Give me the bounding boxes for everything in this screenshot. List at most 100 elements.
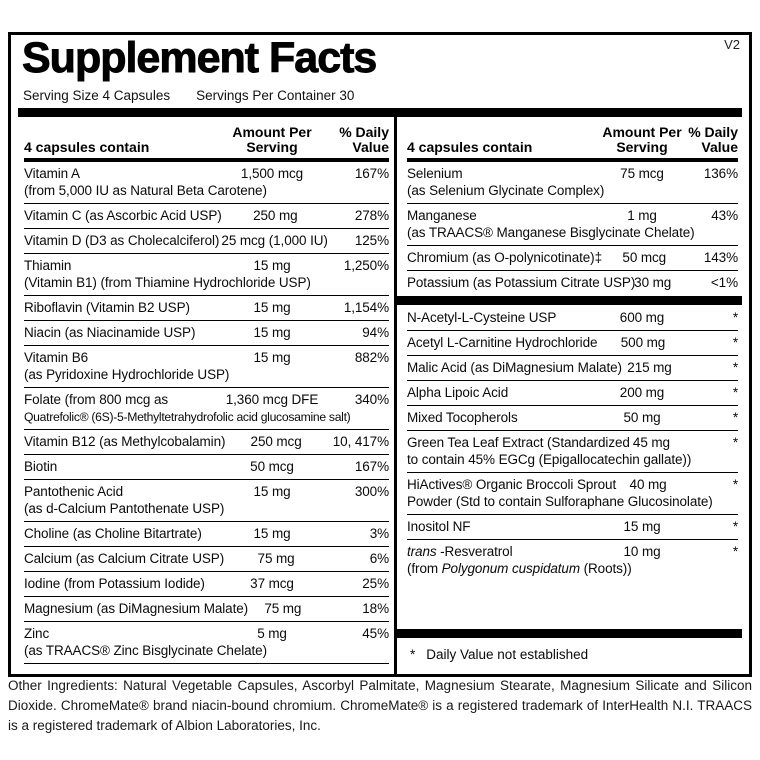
thick-divider-bar [397, 628, 742, 638]
nutrient-row: Pantothenic Acid 15 mg 300% (as d-Calciu… [24, 480, 389, 522]
nutrient-name: trans -Resveratrol [407, 544, 513, 560]
nutrient-daily-value: * [732, 385, 738, 401]
nutrient-amount: 40 mg [629, 477, 667, 493]
nutrient-amount: 600 mg [619, 310, 665, 326]
nutrient-subtext: (from 5,000 IU as Natural Beta Carotene) [24, 183, 267, 199]
nutrient-row: Malic Acid (as DiMagnesium Malate) 215 m… [407, 356, 738, 381]
nutrient-row: trans -Resveratrol 10 mg * (from Polygon… [407, 540, 738, 581]
nutrient-amount: 15 mg [253, 300, 291, 316]
nutrient-name: Niacin (as Niacinamide USP) [24, 325, 196, 341]
nutrient-daily-value: 340% [354, 392, 389, 408]
nutrient-name: Calcium (as Calcium Citrate USP) [24, 551, 225, 567]
nutrient-daily-value: * [732, 477, 738, 493]
header-contain: 4 capsules contain [407, 138, 533, 155]
nutrient-amount: 15 mg [253, 325, 291, 341]
nutrient-daily-value: 143% [703, 250, 738, 266]
right-dv-nutrient-rows: Selenium 75 mcg 136% (as Selenium Glycin… [407, 162, 738, 295]
nutrient-row: Chromium (as O-polynicotinate)‡ 50 mcg 1… [407, 246, 738, 271]
left-nutrient-rows: Vitamin A 1,500 mcg 167% (from 5,000 IU … [24, 162, 389, 664]
nutrient-row: Inositol NF 15 mg * [407, 515, 738, 540]
nutrient-name: Acetyl L-Carnitine Hydrochloride [407, 335, 598, 351]
supplement-facts-panel: V2 Supplement Facts Serving Size 4 Capsu… [8, 32, 752, 677]
nutrient-columns: 4 capsules contain Amount Per Serving % … [18, 116, 742, 674]
nutrient-row: Vitamin D (D3 as Cholecalciferol) 25 mcg… [24, 229, 389, 254]
nutrient-daily-value: 10, 417% [332, 434, 389, 450]
nutrient-daily-value: 6% [369, 551, 389, 567]
nutrient-amount: 50 mcg [622, 250, 667, 266]
nutrient-name: Malic Acid (as DiMagnesium Malate) [407, 360, 622, 376]
thick-divider-bar [18, 107, 742, 117]
version-tag: V2 [724, 37, 740, 52]
nutrient-daily-value: * [732, 335, 738, 351]
nutrient-name: Iodine (from Potassium Iodide) [24, 576, 205, 592]
header-percent-daily-value: % Daily Value [339, 123, 389, 155]
nutrient-name: Vitamin A [24, 166, 80, 182]
nutrient-amount: 15 mg [253, 484, 291, 500]
nutrient-row: Vitamin B6 15 mg 882% (as Pyridoxine Hyd… [24, 346, 389, 388]
nutrient-amount: 5 mg [257, 626, 287, 642]
nutrient-row: Vitamin A 1,500 mcg 167% (from 5,000 IU … [24, 162, 389, 204]
nutrient-amount: 1 mg [627, 208, 657, 224]
nutrient-daily-value: * [732, 360, 738, 376]
nutrient-name: Mixed Tocopherols [407, 410, 518, 426]
nutrient-daily-value: 94% [362, 325, 389, 341]
nutrient-row: Niacin (as Niacinamide USP) 15 mg 94% [24, 321, 389, 346]
nutrient-subtext: to contain 45% EGCg (Epigallocatechin ga… [407, 452, 692, 468]
nutrient-row: Green Tea Leaf Extract (Standardized 45 … [407, 431, 738, 473]
nutrient-row: Calcium (as Calcium Citrate USP) 75 mg 6… [24, 547, 389, 572]
nutrient-daily-value: * [732, 410, 738, 426]
nutrient-name: Inositol NF [407, 519, 471, 535]
right-other-nutrient-rows: N-Acetyl-L-Cysteine USP 600 mg * Acetyl … [407, 306, 738, 581]
footnote-asterisk: * [410, 646, 416, 662]
header-amount-per-serving: Amount Per Serving [602, 123, 682, 155]
nutrient-name: Folate (from 800 mcg as [24, 392, 169, 408]
nutrient-row: Vitamin C (as Ascorbic Acid USP) 250 mg … [24, 204, 389, 229]
nutrient-daily-value: 136% [703, 166, 738, 182]
nutrient-daily-value: 1,154% [343, 300, 389, 316]
nutrient-amount: 75 mcg [620, 166, 664, 182]
nutrient-amount: 15 mg [253, 350, 291, 366]
nutrient-name-italic: trans [407, 544, 437, 560]
nutrient-subtext: Powder (Std to contain Sulforaphane Gluc… [407, 494, 713, 510]
nutrient-name: Biotin [24, 459, 58, 475]
nutrient-subtext: (as Pyridoxine Hydrochloride USP) [24, 367, 230, 383]
nutrient-daily-value: 300% [354, 484, 389, 500]
footnote-block: * Daily Value not established [397, 628, 742, 666]
nutrient-amount: 10 mg [623, 544, 661, 560]
nutrient-name: Green Tea Leaf Extract (Standardized [407, 435, 630, 451]
nutrient-amount: 30 mg [634, 275, 672, 291]
nutrient-row: Manganese 1 mg 43% (as TRAACS® Manganese… [407, 204, 738, 246]
nutrient-daily-value: 167% [354, 166, 389, 182]
nutrient-amount: 1,500 mcg [240, 166, 304, 182]
nutrient-daily-value: 25% [362, 576, 389, 592]
nutrient-subtext: (from Polygonum cuspidatum (Roots)) [407, 561, 632, 577]
right-column: 4 capsules contain Amount Per Serving % … [394, 116, 742, 674]
nutrient-row: Iodine (from Potassium Iodide) 37 mcg 25… [24, 572, 389, 597]
nutrient-daily-value: 278% [354, 208, 389, 224]
nutrient-amount: 75 mg [264, 601, 302, 617]
nutrient-name: Thiamin [24, 258, 72, 274]
nutrient-subtext: (as TRAACS® Zinc Bisglycinate Chelate) [24, 643, 267, 659]
nutrient-daily-value: 1,250% [343, 258, 389, 274]
nutrient-row: Riboflavin (Vitamin B2 USP) 15 mg 1,154% [24, 296, 389, 321]
servings-per-container: Servings Per Container 30 [196, 87, 355, 103]
nutrient-name: Riboflavin (Vitamin B2 USP) [24, 300, 190, 316]
nutrient-amount: 215 mg [627, 360, 672, 376]
nutrient-daily-value: * [732, 544, 738, 560]
nutrient-name: Vitamin D (D3 as Cholecalciferol) [24, 233, 220, 249]
nutrient-amount: 500 mg [620, 335, 666, 351]
nutrient-row: Vitamin B12 (as Methylcobalamin) 250 mcg… [24, 430, 389, 455]
nutrient-amount: 1,360 mcg DFE [225, 392, 319, 408]
nutrient-amount: 250 mcg [250, 434, 302, 450]
nutrient-subtext: (as Selenium Glycinate Complex) [407, 183, 605, 199]
nutrient-row: Magnesium (as DiMagnesium Malate) 75 mg … [24, 597, 389, 622]
serving-size: Serving Size 4 Capsules [23, 87, 171, 103]
nutrient-amount: 15 mg [253, 258, 291, 274]
nutrient-amount: 75 mg [257, 551, 295, 567]
nutrient-amount: 200 mg [619, 385, 665, 401]
nutrient-name: Manganese [407, 208, 477, 224]
header-percent-daily-value: % Daily Value [688, 123, 738, 155]
nutrient-amount: 45 mg [632, 435, 670, 451]
panel-title: Supplement Facts [22, 34, 378, 82]
